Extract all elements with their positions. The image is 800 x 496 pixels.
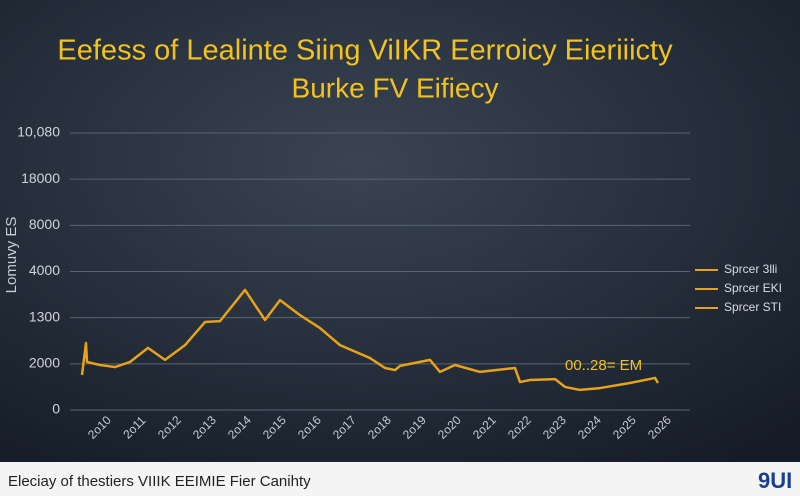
- chart-title: Eefess of Lealinte Siing ViIKR Eerroicy …: [57, 35, 673, 67]
- y-tick-label: 1300: [29, 308, 60, 324]
- annotation: 00..28= EM: [565, 357, 642, 374]
- logo: 9UI: [758, 468, 792, 493]
- footer-band: [0, 462, 800, 496]
- y-tick-label: 8000: [29, 216, 60, 232]
- y-tick-label: 4000: [29, 262, 60, 278]
- y-tick-label: 2000: [29, 355, 60, 371]
- chart-subtitle: Burke FV Eifiecy: [292, 72, 499, 103]
- y-tick-label: 0: [52, 401, 60, 417]
- y-tick-label: 18000: [21, 170, 60, 186]
- y-axis-label: Lomuvy ES: [3, 217, 20, 294]
- y-tick-label: 10,080: [17, 124, 60, 140]
- background: [0, 0, 800, 462]
- caption: Eleciay of thestiers VIIIK EEIMIE Fier C…: [8, 473, 311, 490]
- data-line: [80, 288, 660, 392]
- legend-entry: Sprcer STI: [724, 300, 781, 314]
- legend-entry: Sprcer EKI: [724, 281, 782, 295]
- legend-entry: Sprcer 3lli: [724, 262, 777, 276]
